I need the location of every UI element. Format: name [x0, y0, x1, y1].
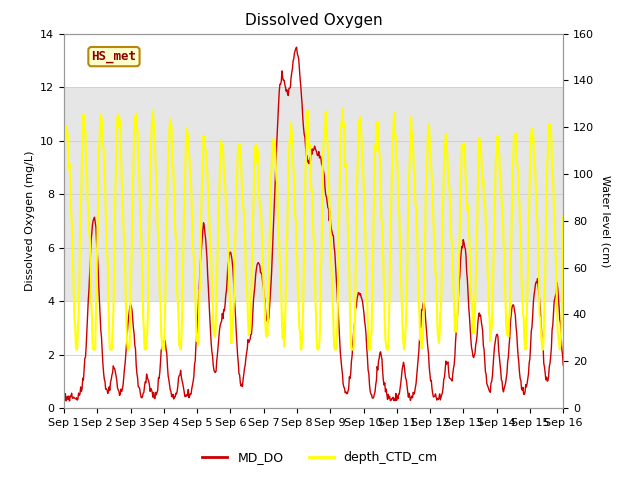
Text: HS_met: HS_met: [92, 50, 136, 63]
Legend: MD_DO, depth_CTD_cm: MD_DO, depth_CTD_cm: [197, 446, 443, 469]
Bar: [64, 87, 563, 301]
Title: Dissolved Oxygen: Dissolved Oxygen: [244, 13, 383, 28]
Y-axis label: Dissolved Oxygen (mg/L): Dissolved Oxygen (mg/L): [24, 151, 35, 291]
Y-axis label: Water level (cm): Water level (cm): [601, 175, 611, 267]
